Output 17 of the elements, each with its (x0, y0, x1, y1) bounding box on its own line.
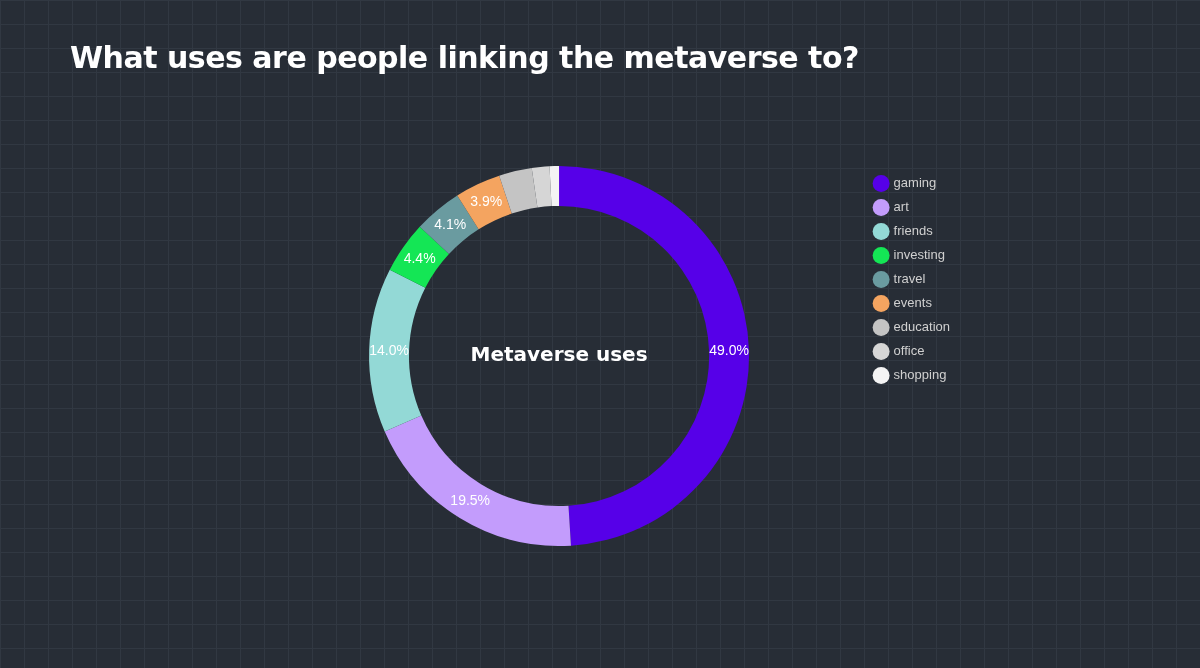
data-label: 4.1% (434, 216, 467, 233)
legend-label: office (893, 343, 925, 359)
legend-label: art (893, 199, 910, 215)
data-label: 19.5% (450, 491, 491, 508)
text: Metaverse uses (470, 342, 648, 367)
legend-label: gaming (893, 175, 937, 191)
chart-title: What uses are people linking the metaverse to? (70, 40, 859, 75)
legend-label: events (893, 295, 933, 311)
legend-label: investing (893, 247, 945, 263)
data-label: 49.0% (709, 341, 749, 358)
legend-label: friends (893, 223, 934, 239)
legend-label: education (893, 319, 951, 335)
data-label: 4.4% (403, 249, 436, 266)
legend-label: shopping (893, 367, 947, 383)
data-label: 14.0% (369, 341, 409, 358)
data-label: 3.9% (470, 193, 503, 210)
legend-label: travel (893, 271, 926, 287)
